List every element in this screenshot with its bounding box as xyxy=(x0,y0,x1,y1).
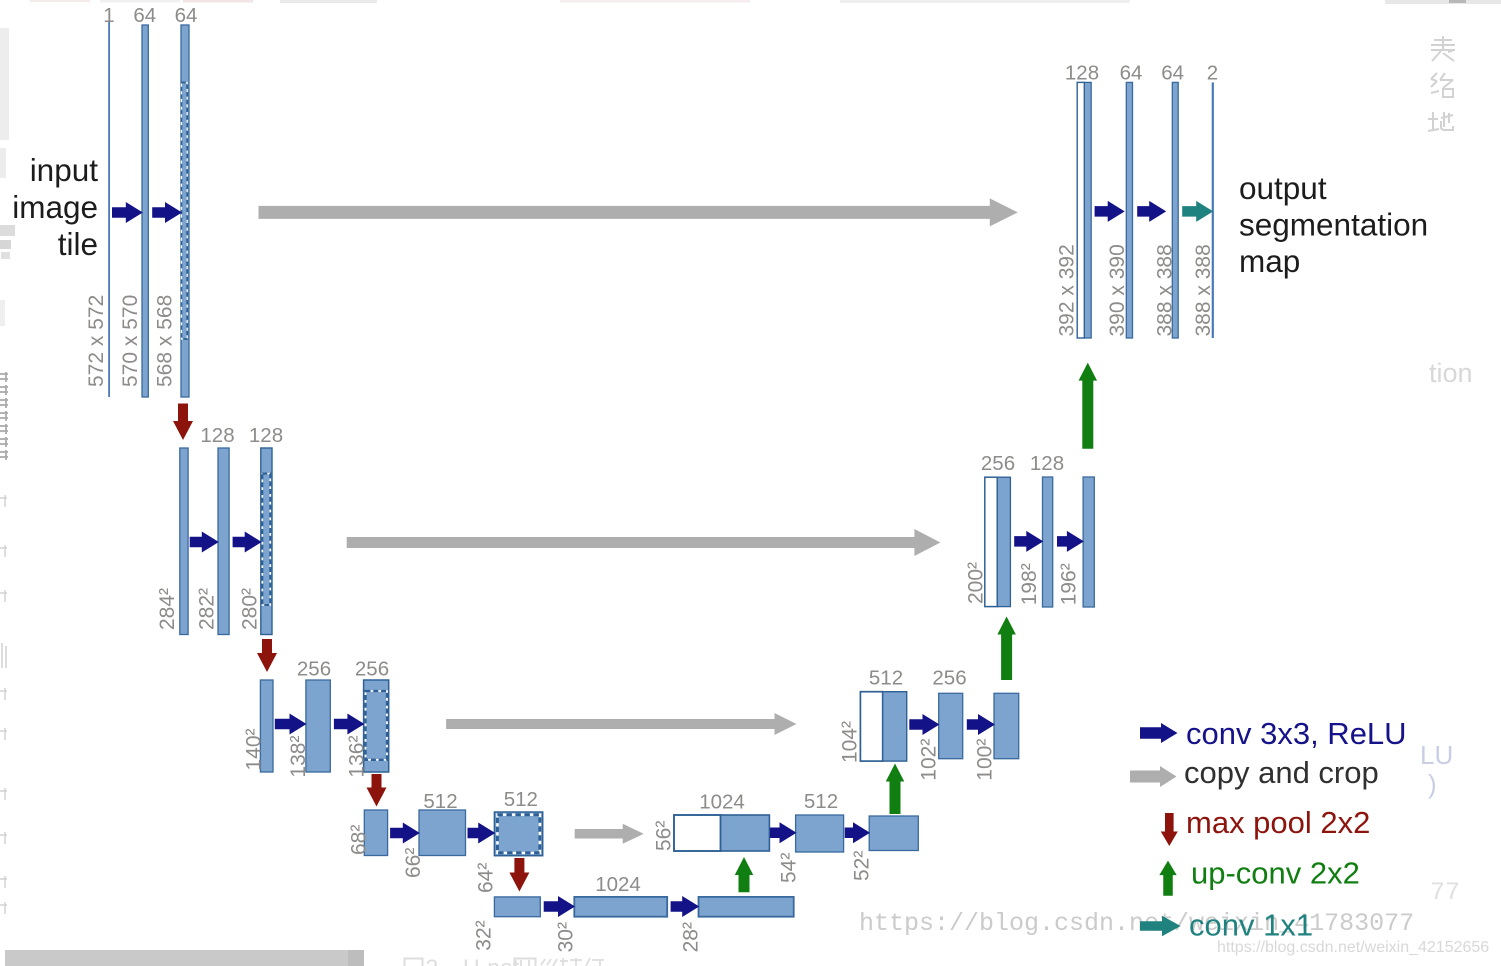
svg-text:52²: 52² xyxy=(851,851,874,881)
svg-text:2: 2 xyxy=(1207,62,1218,85)
svg-text:390 x 390: 390 x 390 xyxy=(1106,244,1129,336)
svg-text:282²: 282² xyxy=(196,588,219,630)
svg-text:conv 3x3, ReLU: conv 3x3, ReLU xyxy=(1186,716,1407,751)
svg-text:segmentation: segmentation xyxy=(1239,207,1428,243)
svg-text:tile: tile xyxy=(58,226,98,262)
svg-text:256: 256 xyxy=(932,667,966,690)
svg-text:68²: 68² xyxy=(347,825,370,855)
svg-text:64: 64 xyxy=(1120,62,1143,85)
svg-text:256: 256 xyxy=(297,658,331,681)
svg-text:512: 512 xyxy=(804,790,838,813)
svg-text:64: 64 xyxy=(1161,62,1184,85)
svg-text:1024: 1024 xyxy=(595,873,641,896)
svg-text:140²: 140² xyxy=(242,728,265,770)
svg-text:66²: 66² xyxy=(402,848,425,878)
svg-text:32²: 32² xyxy=(472,920,495,950)
svg-text:U-net: U-net xyxy=(463,955,520,966)
svg-text:256: 256 xyxy=(355,658,389,681)
svg-text:input: input xyxy=(30,152,99,188)
svg-text:28²: 28² xyxy=(680,922,703,952)
svg-text:512: 512 xyxy=(423,790,457,813)
svg-text:256: 256 xyxy=(981,452,1015,475)
svg-text:): ) xyxy=(1428,769,1437,799)
svg-text:copy and crop: copy and crop xyxy=(1184,755,1379,790)
svg-text:512: 512 xyxy=(869,667,903,690)
svg-text:77: 77 xyxy=(1430,878,1460,907)
svg-text:128: 128 xyxy=(1065,62,1099,85)
svg-text:102²: 102² xyxy=(917,739,940,781)
svg-text:128: 128 xyxy=(249,424,283,447)
svg-text:128: 128 xyxy=(1030,452,1064,475)
svg-text:198²: 198² xyxy=(1018,563,1041,605)
svg-text:LU: LU xyxy=(1420,740,1453,770)
svg-text:conv 1x1: conv 1x1 xyxy=(1189,908,1313,943)
svg-text:100²: 100² xyxy=(973,739,996,781)
svg-text:up-conv 2x2: up-conv 2x2 xyxy=(1191,856,1360,891)
svg-text:570 x 570: 570 x 570 xyxy=(119,295,142,387)
svg-text:1024: 1024 xyxy=(699,791,745,814)
svg-text:128: 128 xyxy=(200,424,234,447)
svg-text:512: 512 xyxy=(504,788,538,811)
svg-text:1: 1 xyxy=(103,4,114,27)
svg-text:map: map xyxy=(1239,243,1300,279)
svg-text:image: image xyxy=(12,189,98,225)
svg-text:64²: 64² xyxy=(475,863,498,893)
svg-text:104²: 104² xyxy=(839,721,862,763)
svg-text:https://blog.csdn.net/weixin_4: https://blog.csdn.net/weixin_41783077 xyxy=(859,909,1414,938)
svg-text:2: 2 xyxy=(426,955,439,966)
svg-text:output: output xyxy=(1239,170,1327,206)
svg-text:572 x 572: 572 x 572 xyxy=(85,295,108,387)
svg-text:https://blog.csdn.net/weixin_4: https://blog.csdn.net/weixin_42152656 xyxy=(1217,939,1489,956)
svg-text:388 x 388: 388 x 388 xyxy=(1153,244,1176,336)
svg-text:max pool 2x2: max pool 2x2 xyxy=(1186,805,1370,840)
svg-text:388 x 388: 388 x 388 xyxy=(1192,244,1215,336)
svg-text:54²: 54² xyxy=(778,853,801,883)
svg-text:tion: tion xyxy=(1429,358,1473,388)
svg-text:196²: 196² xyxy=(1058,563,1081,605)
svg-text:64: 64 xyxy=(175,4,198,27)
svg-text:392 x 392: 392 x 392 xyxy=(1056,244,1079,336)
svg-text:138²: 138² xyxy=(287,736,310,778)
svg-text:56²: 56² xyxy=(652,821,675,851)
svg-text:284²: 284² xyxy=(156,588,179,630)
svg-text:136²: 136² xyxy=(345,736,368,778)
svg-text:30²: 30² xyxy=(555,922,578,952)
svg-text:200²: 200² xyxy=(964,562,987,604)
svg-text:280²: 280² xyxy=(239,588,262,630)
svg-text:568 x 568: 568 x 568 xyxy=(154,295,177,387)
svg-text:64: 64 xyxy=(133,4,156,27)
